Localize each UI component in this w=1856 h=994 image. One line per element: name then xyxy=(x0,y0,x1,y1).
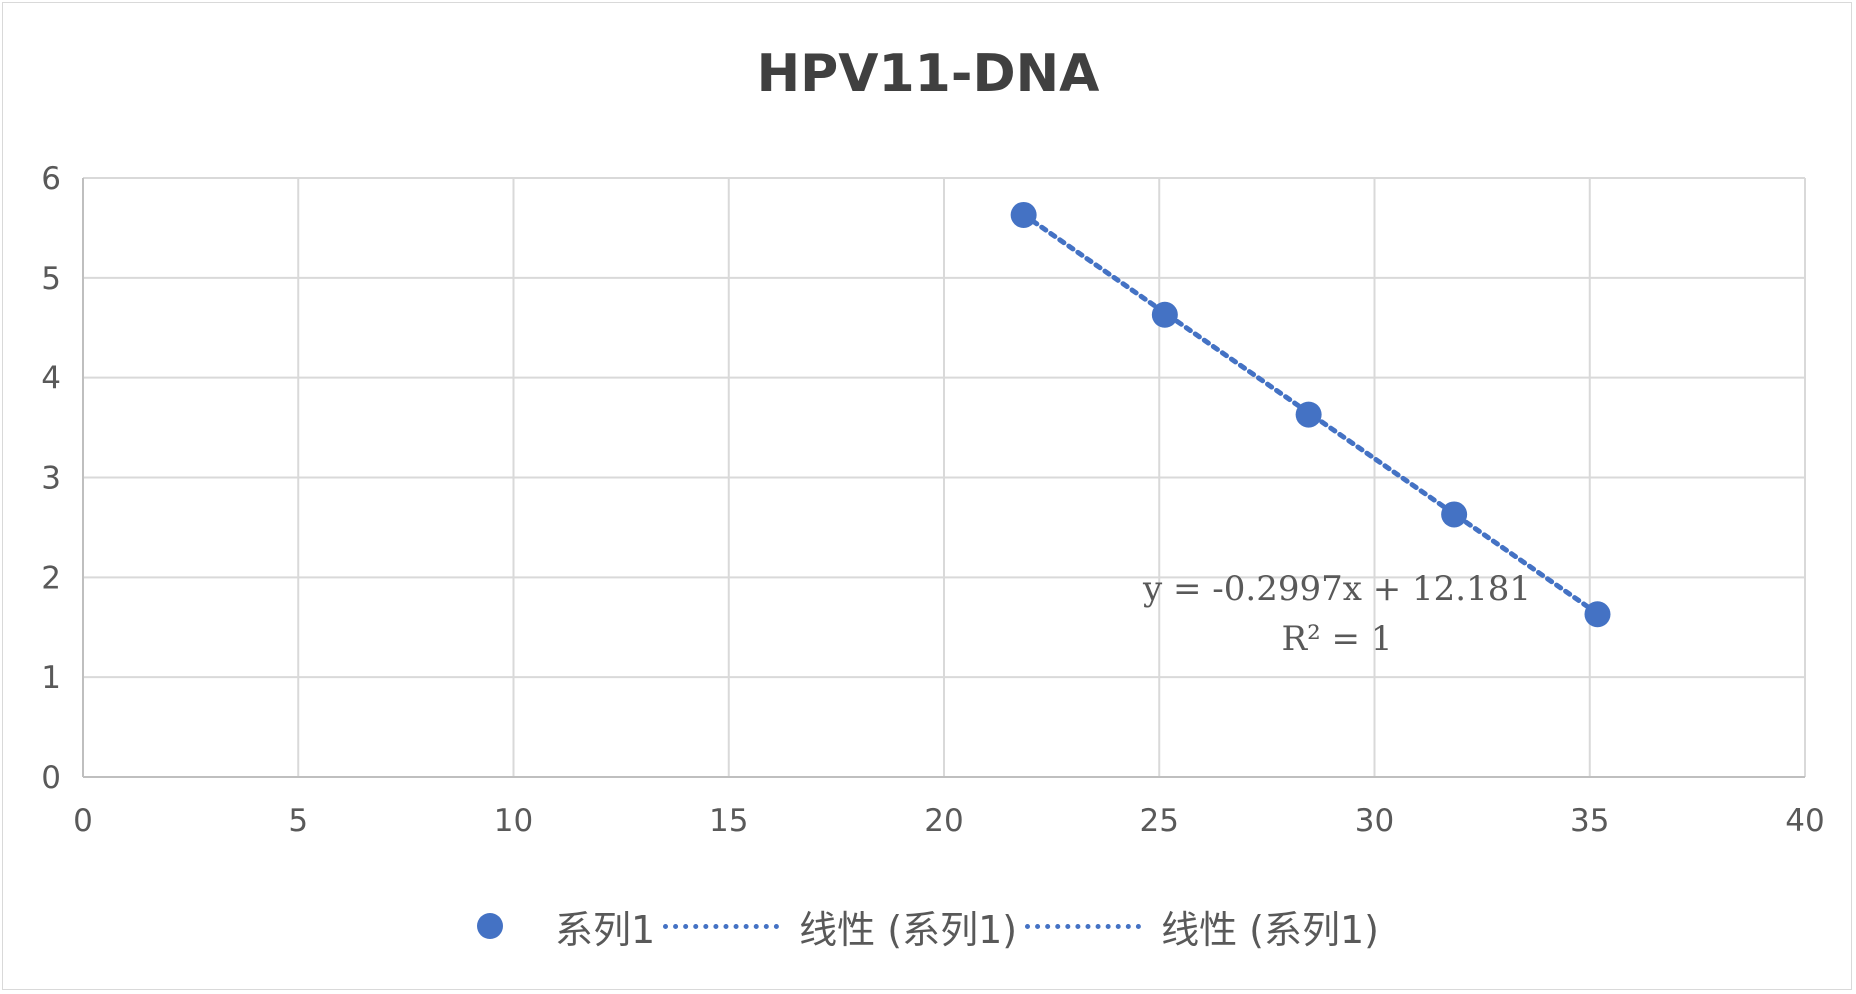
chart-title: HPV11-DNA xyxy=(756,44,1100,104)
data-point xyxy=(1584,601,1611,628)
x-tick-label: 35 xyxy=(1570,803,1609,839)
trendline-equation: y = -0.2997x + 12.181 xyxy=(1142,569,1531,609)
legend-label-trendline-1: 线性 (系列1) xyxy=(799,907,1018,952)
y-tick-label: 1 xyxy=(41,660,61,696)
y-tick-label: 3 xyxy=(41,461,61,497)
legend-item-series: 系列1 xyxy=(476,899,656,954)
y-tick-label: 0 xyxy=(41,760,61,796)
legend-marker-circle xyxy=(476,913,503,939)
chart-legend: 系列1 线性 (系列1) 线性 (系列1) xyxy=(0,898,1856,954)
y-tick-label: 4 xyxy=(41,361,61,397)
y-tick-label: 5 xyxy=(41,261,61,297)
trendline-layer xyxy=(1021,212,1600,617)
y-tick-label: 6 xyxy=(41,161,61,197)
tick-labels-layer: 0 5 10 15 20 25 30 35 40 0 1 2 3 4 5 6 xyxy=(41,161,1824,839)
x-tick-label: 30 xyxy=(1355,803,1394,839)
points-layer xyxy=(1010,201,1611,628)
grid-layer xyxy=(82,177,1806,778)
x-tick-label: 40 xyxy=(1785,803,1824,839)
x-tick-label: 0 xyxy=(73,803,93,839)
x-tick-label: 5 xyxy=(288,803,308,839)
x-tick-label: 15 xyxy=(709,803,748,839)
legend-label-trendline-2: 线性 (系列1) xyxy=(1161,907,1380,952)
legend-dotted-line xyxy=(663,923,780,929)
axis-layer xyxy=(82,178,1805,778)
y-tick-label: 2 xyxy=(41,560,61,596)
legend-dotted-line xyxy=(1025,923,1142,929)
data-point xyxy=(1441,501,1468,528)
trendline-r-squared: R² = 1 xyxy=(1282,619,1393,659)
trendline xyxy=(1021,212,1600,617)
x-tick-label: 25 xyxy=(1140,803,1179,839)
data-point xyxy=(1295,401,1322,428)
legend-item-trendline-1: 线性 (系列1) xyxy=(663,899,1017,954)
legend-item-trendline-2: 线性 (系列1) xyxy=(1025,899,1379,954)
data-point xyxy=(1151,301,1178,328)
legend-label-series: 系列1 xyxy=(554,907,656,952)
data-point xyxy=(1010,201,1037,228)
x-tick-label: 20 xyxy=(924,803,963,839)
x-tick-label: 10 xyxy=(494,803,533,839)
